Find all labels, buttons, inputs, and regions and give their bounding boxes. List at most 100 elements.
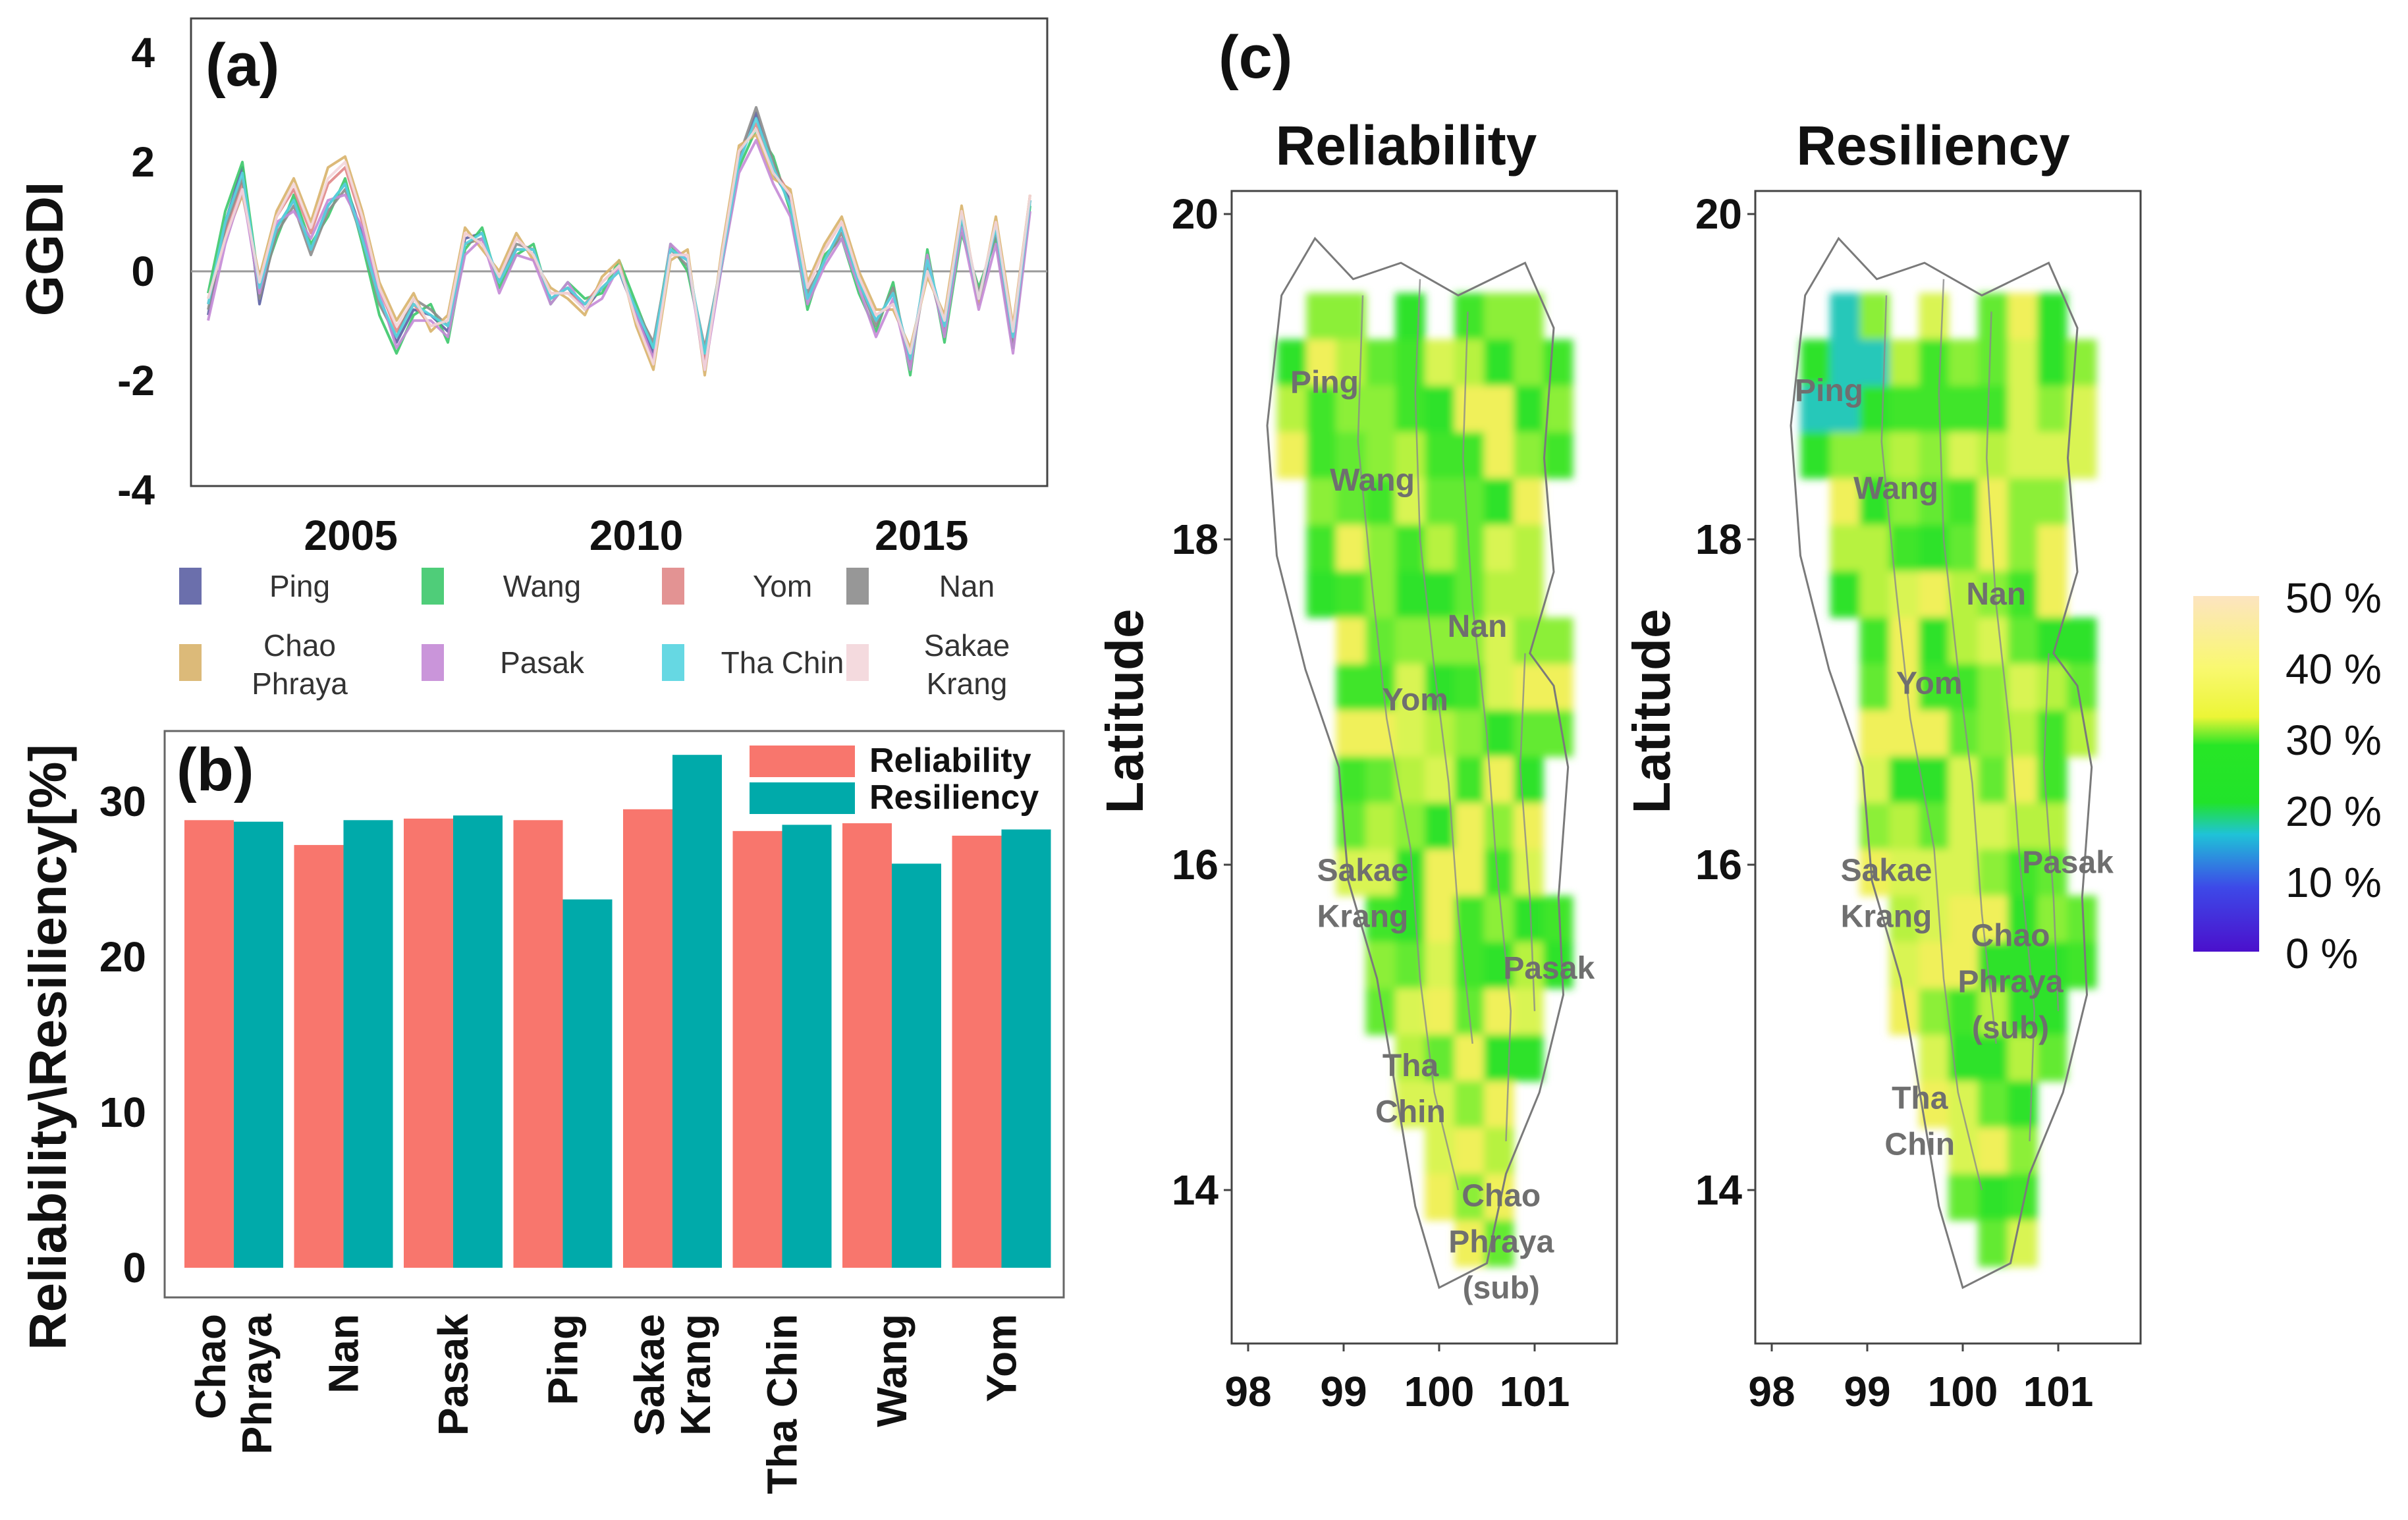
grid-cell — [1948, 988, 1979, 1035]
grid-cell — [1859, 385, 1890, 433]
grid-cell — [1454, 385, 1485, 433]
grid-cell — [2008, 803, 2038, 850]
grid-cell — [1484, 339, 1514, 387]
grid-cell — [1425, 663, 1455, 711]
map-title-resiliency: Resiliency — [1796, 115, 2070, 176]
panel-label-c: (c) — [1218, 24, 1292, 91]
grid-cell — [1889, 803, 1919, 850]
grid-cell — [1889, 478, 1919, 526]
grid-cell — [2037, 988, 2067, 1035]
grid-cell — [1889, 895, 1919, 942]
grid-cell — [1395, 292, 1425, 340]
y-axis-a: 4 2 0 -2 -4 — [117, 29, 155, 514]
legend-swatch-pasak — [422, 644, 444, 681]
grid-cell — [1919, 292, 1949, 340]
basin-label-ping: Ping — [1795, 373, 1863, 408]
grid-cell — [1365, 895, 1396, 942]
legend-label-reliability: Reliability — [869, 742, 1031, 780]
series-lines-a — [207, 106, 1031, 377]
panel-c: (c) Reliability Latitude Ping Wang Nan Yom S… — [1095, 24, 2382, 1415]
grid-cell — [1948, 663, 1979, 711]
grid-cell — [2067, 942, 2097, 989]
grid-cell — [1889, 431, 1919, 479]
grid-cell — [1484, 292, 1514, 340]
sub-basin-line — [1462, 312, 1512, 1141]
legend-label-sakae-krang: Sakae — [924, 628, 1010, 663]
bar-reliability-yom — [952, 835, 1002, 1268]
y-tick-label-a: 4 — [131, 29, 155, 76]
grid-cell — [1514, 1035, 1544, 1082]
x-tick-label-b: Nan — [320, 1314, 368, 1394]
legend-swatch-wang — [422, 568, 444, 605]
grid-cell — [1543, 617, 1573, 665]
grid-cell — [1484, 524, 1514, 572]
grid-cell — [1484, 617, 1514, 665]
grid-cell — [1919, 431, 1949, 479]
grid-cell — [1859, 524, 1890, 572]
grid-cell — [1978, 385, 2008, 433]
grid-cell — [2008, 571, 2038, 618]
grid-cell — [1948, 1127, 1979, 1174]
panel-label-b: (b) — [177, 736, 254, 803]
grid-cell — [1978, 571, 2008, 618]
legend-label-pasak: Pasak — [500, 645, 585, 680]
grid-cell — [1830, 431, 1861, 479]
grid-cell — [1425, 1174, 1455, 1221]
grid-cell — [1395, 895, 1425, 942]
legend-swatch-sakae-krang — [846, 644, 869, 681]
grid-cell — [1514, 292, 1544, 340]
basin-label-yom: Yom — [1382, 682, 1448, 717]
grid-cell — [2037, 431, 2067, 479]
grid-cell — [1889, 756, 1919, 803]
basin-outline-reliability — [1266, 236, 1570, 1289]
lat-ticks-reliability: 20 18 16 14 — [1172, 190, 1232, 1214]
grid-cell — [2037, 942, 2067, 989]
lon-tick-label: 98 — [1224, 1368, 1271, 1415]
grid-cell — [1514, 895, 1544, 942]
grid-cell — [1978, 849, 2008, 896]
grid-cell — [1978, 756, 2008, 803]
grid-cell — [2008, 292, 2038, 340]
grid-cell — [2067, 710, 2097, 757]
grid-cell — [1425, 1081, 1455, 1128]
grid-cell — [1978, 1081, 2008, 1128]
grid-cell — [1425, 849, 1455, 896]
basin-label-pasak: Pasak — [2022, 845, 2114, 880]
bar-reliability-tha-chin — [732, 830, 782, 1268]
grid-cell — [1395, 385, 1425, 433]
y-tick-label-a: -4 — [117, 466, 155, 514]
lat-tick-label: 18 — [1695, 516, 1742, 563]
basin-label-tha-chin: Tha — [1382, 1048, 1439, 1083]
basin-label-tha-chin: Tha — [1892, 1081, 1948, 1116]
grid-cell — [1889, 942, 1919, 989]
grid-cell — [1800, 339, 1831, 387]
grid-cell — [1919, 710, 1949, 757]
grid-cell — [2008, 895, 2038, 942]
y-axis-b: 30 20 10 0 — [99, 778, 146, 1291]
y-tick-label-b: 10 — [99, 1089, 146, 1136]
legend-swatch-yom — [662, 568, 684, 605]
grid-cell — [1514, 385, 1544, 433]
x-tick-label-b: Wang — [868, 1314, 916, 1427]
legend-swatch-resiliency — [750, 782, 855, 814]
grid-cell — [1948, 849, 1979, 896]
grid-cell — [2037, 292, 2067, 340]
grid-cell — [1365, 385, 1396, 433]
grid-cell — [2008, 710, 2038, 757]
grid-cell — [1948, 478, 1979, 526]
grid-cell — [1395, 988, 1425, 1035]
grid-cell — [1336, 663, 1366, 711]
grid-cell — [1395, 803, 1425, 850]
grid-cell — [1484, 431, 1514, 479]
bars-b — [184, 755, 1051, 1268]
grid-cell — [2037, 710, 2067, 757]
grid-cell — [2008, 663, 2038, 711]
x-tick-label-b: Phraya — [233, 1314, 281, 1455]
map-resiliency: Resiliency Latitude Ping Wang Nan Yom Sakae K… — [1622, 115, 2142, 1415]
legend-swatch-ping — [179, 568, 202, 605]
grid-cell — [1919, 339, 1949, 387]
bar-resiliency-chao-phraya — [234, 821, 283, 1268]
grid-cell — [1395, 710, 1425, 757]
basin-label-chao-phraya-sub: (sub) — [1972, 1011, 2049, 1046]
